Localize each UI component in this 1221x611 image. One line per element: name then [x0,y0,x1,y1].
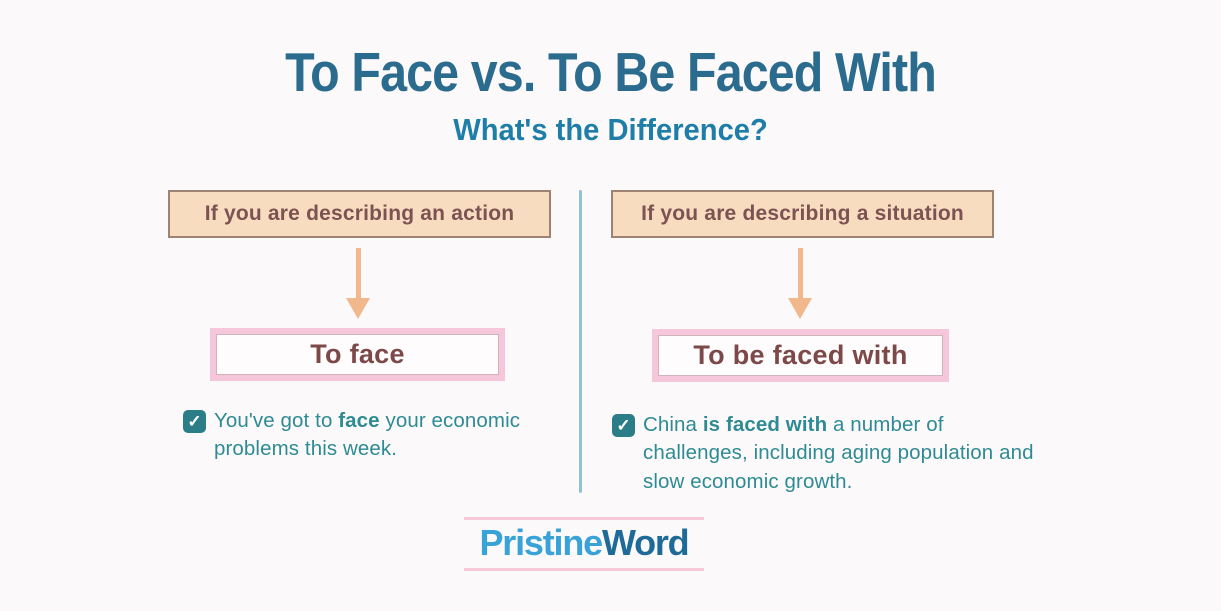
example-keyword: face [338,409,380,432]
example-pre: China [643,413,703,436]
condition-box-situation: If you are describing a situation [611,190,994,238]
down-arrow-icon [346,248,370,320]
condition-box-action: If you are describing an action [168,190,551,238]
arrow-head [788,298,812,319]
example-to-be-faced-with: ✓ China is faced with a number of challe… [612,411,1052,496]
term-box-to-face: To face [210,328,505,381]
example-pre: You've got to [214,409,339,432]
brand-logo: PristineWord [464,517,704,571]
checkmark-icon: ✓ [612,414,635,437]
term-box-to-be-faced-with: To be faced with [652,329,949,382]
example-to-face: ✓ You've got to face your economic probl… [183,407,568,464]
term-label-to-face: To face [310,339,405,369]
example-text-to-be-faced-with: China is faced with a number of challeng… [643,411,1043,496]
condition-label-action: If you are describing an action [204,202,515,225]
arrow-head [346,298,370,319]
logo-secondary-text: Word [601,522,690,563]
example-post: your economic problems this week. [214,409,521,461]
example-post: a number of challenges, including aging … [643,413,1034,493]
term-label-to-be-faced-with: To be faced with [693,340,908,370]
down-arrow-icon [788,248,812,320]
example-keyword: is faced with [702,413,828,436]
page-title: To Face vs. To Be Faced With [285,41,937,103]
example-text-to-face: You've got to face your economic problem… [214,407,566,464]
arrow-stem [797,248,803,300]
logo-primary-text: Pristine [479,522,604,563]
column-divider [579,190,582,493]
checkmark-icon: ✓ [183,410,206,433]
page-subtitle: What's the Difference? [453,112,768,147]
arrow-stem [355,248,361,300]
condition-label-situation: If you are describing a situation [641,202,964,225]
